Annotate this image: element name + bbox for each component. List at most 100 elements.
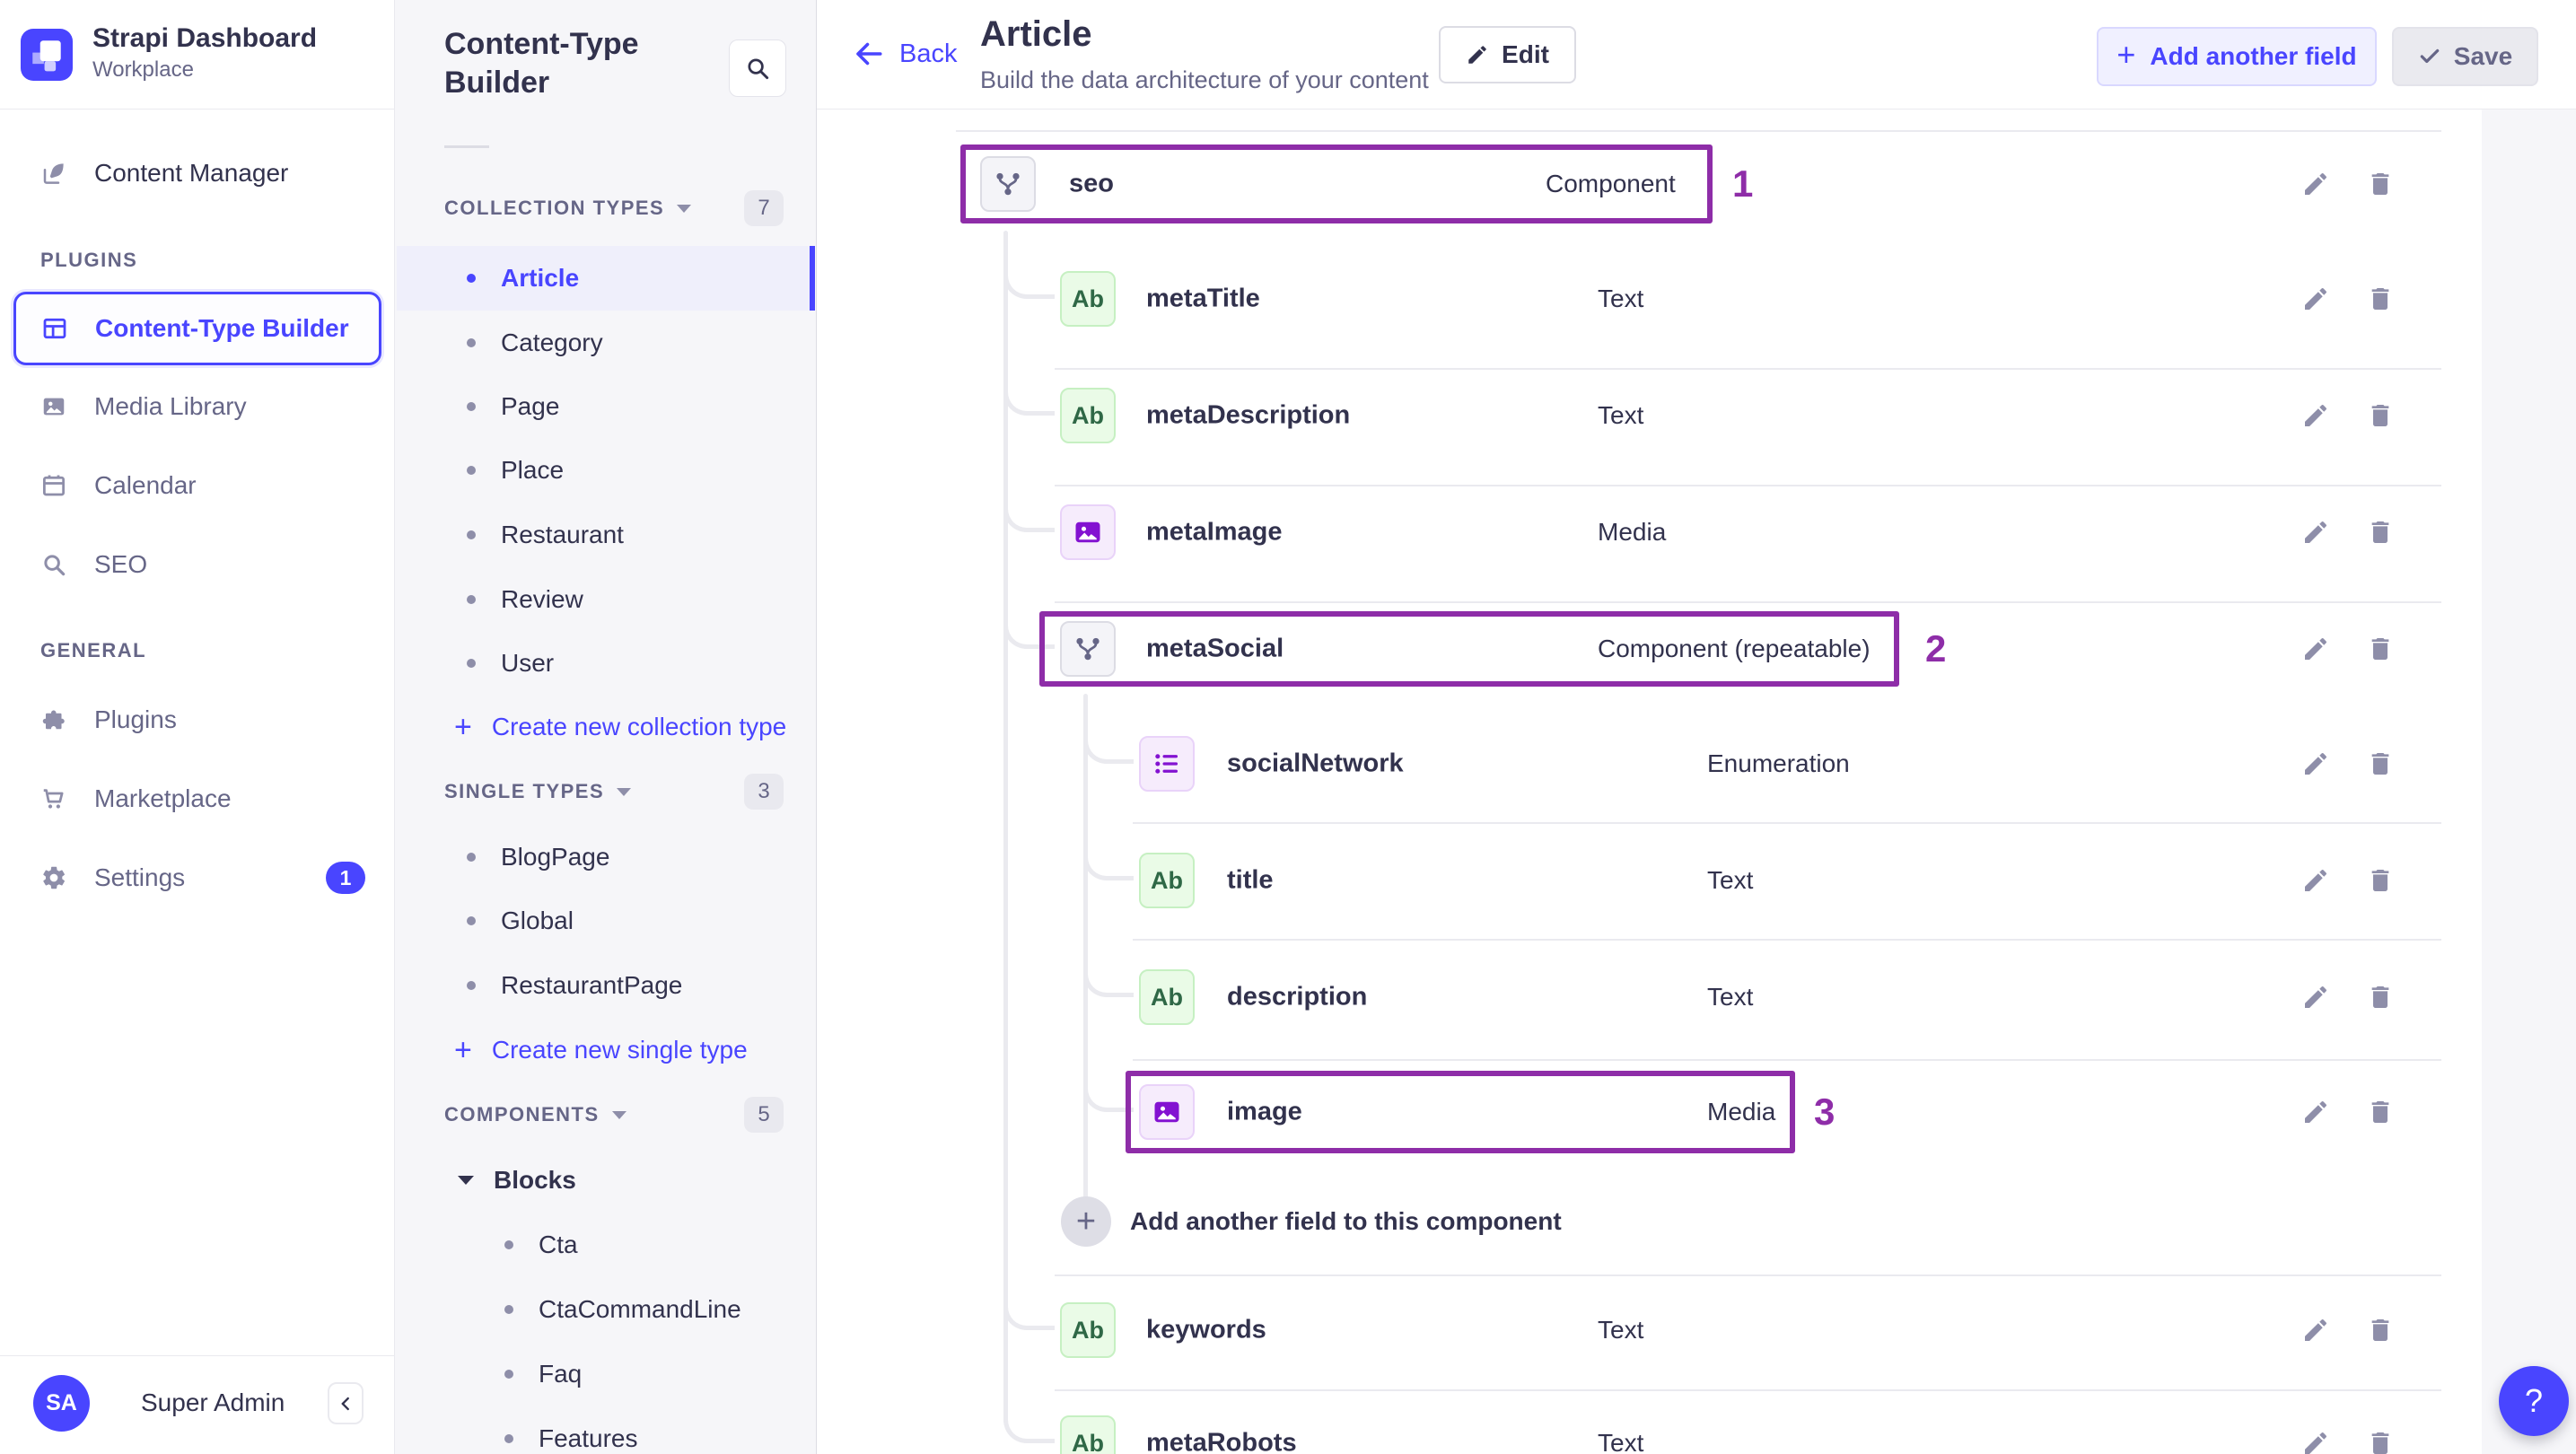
subnav-item-restaurantpage[interactable]: RestaurantPage bbox=[397, 960, 815, 1011]
row-divider bbox=[1055, 368, 2441, 370]
subnav-item-faq[interactable]: Faq bbox=[397, 1349, 815, 1399]
gear-icon bbox=[43, 866, 66, 889]
subnav-item-restaurant[interactable]: Restaurant bbox=[397, 510, 815, 560]
row-divider bbox=[1055, 601, 2441, 603]
sidebar-item-settings[interactable]: Settings 1 bbox=[0, 853, 395, 903]
subnav-item-features[interactable]: Features bbox=[397, 1414, 815, 1454]
field-type: Text bbox=[1598, 1429, 1644, 1454]
field-type: Text bbox=[1598, 285, 1644, 312]
sidebar-item-label: Settings bbox=[94, 863, 186, 891]
create-link-label: Create new single type bbox=[491, 1036, 748, 1064]
subnav-item-blogpage[interactable]: BlogPage bbox=[397, 832, 815, 882]
plus-circle-icon[interactable]: + bbox=[1061, 1196, 1111, 1247]
back-button[interactable]: Back bbox=[853, 38, 957, 70]
sidebar-item-label: SEO bbox=[94, 550, 148, 578]
subnav-item-page[interactable]: Page bbox=[397, 381, 815, 432]
edit-field-button[interactable] bbox=[2300, 400, 2331, 431]
help-button[interactable]: ? bbox=[2499, 1366, 2569, 1436]
panel-title: Content-Type Builder bbox=[444, 27, 639, 100]
search-button[interactable] bbox=[729, 39, 786, 97]
field-type: Component bbox=[1546, 170, 1676, 197]
create-link-label: Create new collection type bbox=[491, 713, 787, 740]
subnav-item-label: Cta bbox=[539, 1231, 578, 1258]
delete-field-button[interactable] bbox=[2365, 517, 2396, 547]
sidebar-item-seo[interactable]: SEO bbox=[0, 539, 395, 590]
trash-icon bbox=[2371, 986, 2389, 1008]
subnav-item-ctacommandline[interactable]: CtaCommandLine bbox=[397, 1284, 815, 1335]
sidebar-item-calendar[interactable]: Calendar bbox=[0, 460, 395, 511]
general-section-header: GENERAL bbox=[40, 639, 147, 661]
bullet-icon bbox=[467, 853, 476, 862]
workspace-switcher[interactable]: Strapi Dashboard Workplace bbox=[0, 0, 394, 109]
pencil-icon bbox=[2305, 1432, 2326, 1454]
subnav-category-blocks[interactable]: Blocks bbox=[395, 1155, 817, 1205]
group-title: COLLECTION TYPES bbox=[444, 197, 665, 219]
delete-field-button[interactable] bbox=[2365, 1315, 2396, 1345]
subnav-item-place[interactable]: Place bbox=[397, 445, 815, 495]
edit-field-button[interactable] bbox=[2300, 982, 2331, 1012]
collapse-sidebar-button[interactable] bbox=[328, 1382, 364, 1424]
edit-field-button[interactable] bbox=[2300, 1428, 2331, 1454]
row-divider bbox=[1133, 822, 2441, 824]
subnav-item-cta[interactable]: Cta bbox=[397, 1220, 815, 1270]
edit-field-button[interactable] bbox=[2300, 1315, 2331, 1345]
delete-field-button[interactable] bbox=[2365, 749, 2396, 779]
edit-field-button[interactable] bbox=[2300, 1097, 2331, 1127]
sidebar-item-plugins[interactable]: Plugins bbox=[0, 695, 395, 745]
edit-field-button[interactable] bbox=[2300, 284, 2331, 314]
delete-field-button[interactable] bbox=[2365, 1097, 2396, 1127]
add-field-to-component-row[interactable]: + Add another field to this component bbox=[817, 1164, 2482, 1279]
sidebar-item-content-manager[interactable]: Content Manager bbox=[0, 148, 395, 198]
edit-field-button[interactable] bbox=[2300, 634, 2331, 664]
media-field-icon bbox=[1060, 504, 1116, 560]
delete-field-button[interactable] bbox=[2365, 982, 2396, 1012]
delete-field-button[interactable] bbox=[2365, 634, 2396, 664]
create-single-type-link[interactable]: + Create new single type bbox=[395, 1025, 817, 1075]
pencil-icon bbox=[1468, 46, 1486, 64]
single-types-header[interactable]: SINGLE TYPES bbox=[444, 766, 632, 817]
subnav-item-label: Page bbox=[501, 392, 560, 420]
edit-button[interactable]: Edit bbox=[1439, 26, 1576, 83]
sidebar-item-content-type-builder[interactable]: Content-Type Builder bbox=[13, 292, 381, 365]
avatar[interactable]: SA bbox=[33, 1375, 90, 1432]
text-field-icon: Ab bbox=[1060, 1415, 1116, 1454]
bullet-icon bbox=[504, 1240, 513, 1249]
edit-field-button[interactable] bbox=[2300, 749, 2331, 779]
edit-field-button[interactable] bbox=[2300, 517, 2331, 547]
field-type: Text bbox=[1598, 401, 1644, 429]
subnav-item-global[interactable]: Global bbox=[397, 896, 815, 946]
component-icon bbox=[1060, 621, 1116, 677]
sidebar-item-media-library[interactable]: Media Library bbox=[0, 381, 395, 432]
delete-field-button[interactable] bbox=[2365, 169, 2396, 199]
chevron-down-icon bbox=[617, 787, 632, 796]
delete-field-button[interactable] bbox=[2365, 1428, 2396, 1454]
delete-field-button[interactable] bbox=[2365, 284, 2396, 314]
field-name: title bbox=[1227, 865, 1274, 895]
save-label: Save bbox=[2453, 42, 2513, 70]
sidebar-item-label: Media Library bbox=[94, 392, 247, 420]
subnav-item-review[interactable]: Review bbox=[397, 574, 815, 625]
delete-field-button[interactable] bbox=[2365, 865, 2396, 896]
save-button[interactable]: Save bbox=[2392, 27, 2538, 86]
trash-icon bbox=[2371, 173, 2389, 195]
components-header[interactable]: COMPONENTS bbox=[444, 1090, 626, 1140]
create-collection-type-link[interactable]: + Create new collection type bbox=[395, 702, 817, 752]
trash-icon bbox=[2371, 638, 2389, 660]
add-another-field-button[interactable]: + Add another field bbox=[2097, 27, 2377, 86]
plus-icon: + bbox=[454, 1032, 472, 1067]
title-divider bbox=[444, 145, 489, 148]
chevron-down-icon bbox=[458, 1176, 474, 1185]
edit-field-button[interactable] bbox=[2300, 865, 2331, 896]
collection-types-header[interactable]: COLLECTION TYPES bbox=[444, 183, 692, 233]
delete-field-button[interactable] bbox=[2365, 400, 2396, 431]
subnav-item-user[interactable]: User bbox=[397, 638, 815, 688]
collection-types-count: 7 bbox=[744, 190, 784, 226]
subnav-item-label: User bbox=[501, 649, 555, 677]
subnav-item-category[interactable]: Category bbox=[397, 318, 815, 368]
subnav-item-article[interactable]: Article bbox=[397, 246, 815, 311]
field-name: metaRobots bbox=[1146, 1428, 1297, 1454]
trash-icon bbox=[2371, 1101, 2389, 1123]
edit-field-button[interactable] bbox=[2300, 169, 2331, 199]
field-name: metaDescription bbox=[1146, 400, 1351, 430]
sidebar-item-marketplace[interactable]: Marketplace bbox=[0, 774, 395, 824]
